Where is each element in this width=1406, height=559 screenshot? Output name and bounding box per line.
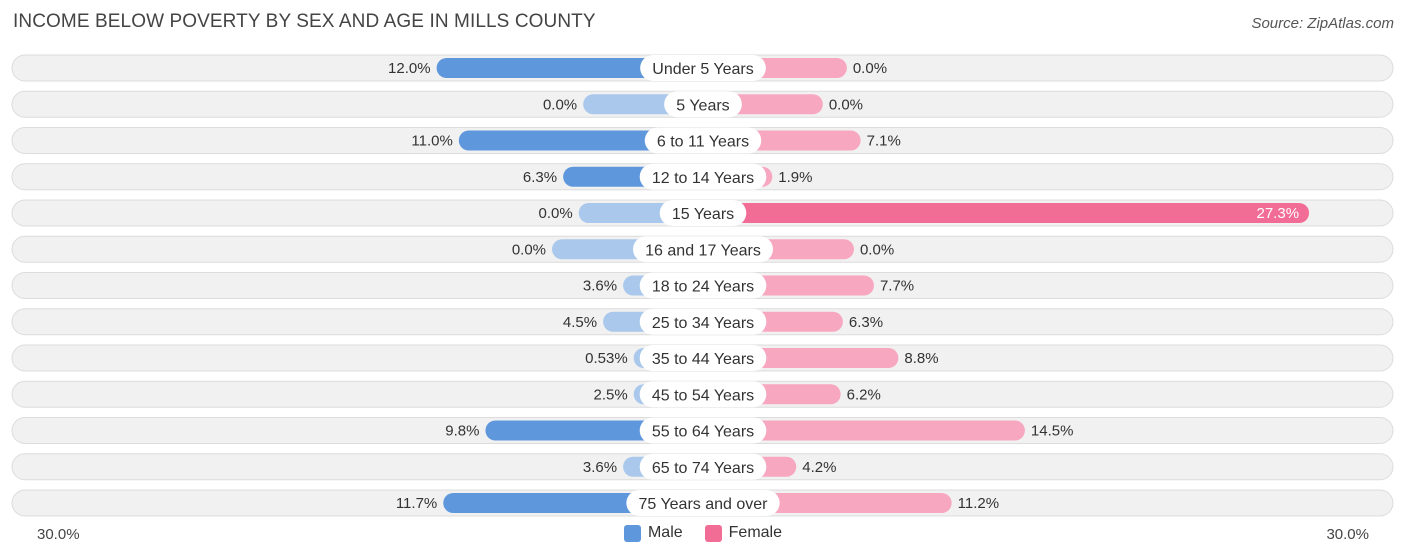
category-label: 35 to 44 Years [652, 351, 754, 368]
bar-female [703, 203, 1310, 223]
legend-swatch-female [704, 524, 722, 542]
category-label: 12 to 14 Years [652, 170, 754, 187]
value-label-male: 0.53% [585, 350, 628, 367]
category-pill [639, 163, 767, 190]
category-label: 65 to 74 Years [652, 460, 754, 477]
axis-label-left: 30.0% [37, 526, 80, 543]
source-credit: Source: ZipAtlas.com [1251, 15, 1394, 32]
category-pill [640, 55, 766, 81]
value-label-female: 0.0% [860, 241, 894, 258]
legend-item-male[interactable]: Male [623, 524, 683, 542]
value-label-female: 27.3% [1257, 205, 1300, 222]
category-pill [639, 453, 767, 480]
value-label-female: 4.2% [802, 459, 836, 476]
value-label-female: 8.8% [904, 350, 938, 367]
value-label-female: 14.5% [1031, 423, 1074, 440]
chart-rows: 12.0% 0.0% Under 5 Years 0.0% 0.0% 5 Years 11.… [11, 54, 1394, 517]
bar-male [436, 58, 703, 78]
legend-label-female: Female [728, 524, 783, 541]
category-pill [633, 236, 773, 263]
category-label: 16 and 17 Years [645, 242, 761, 259]
category-label: 55 to 64 Years [652, 424, 754, 441]
category-label: 15 Years [672, 206, 734, 223]
legend-swatch-male [623, 524, 641, 542]
value-label-female: 6.3% [849, 314, 883, 331]
category-label: 25 to 34 Years [652, 315, 754, 332]
value-label-male: 12.0% [388, 60, 431, 77]
chart-title: INCOME BELOW POVERTY BY SEX AND AGE IN M… [13, 11, 596, 32]
category-pill [626, 490, 780, 516]
value-label-female: 6.2% [847, 386, 881, 403]
value-label-male: 11.7% [396, 495, 437, 512]
value-label-female: 7.1% [867, 133, 901, 150]
category-pill [664, 91, 742, 118]
value-label-male: 0.0% [543, 96, 577, 113]
legend-label-male: Male [647, 524, 683, 541]
value-label-male: 4.5% [563, 314, 597, 331]
value-label-male: 11.0% [411, 133, 452, 150]
value-label-male: 0.0% [512, 241, 546, 258]
value-label-female: 7.7% [880, 278, 914, 295]
category-label: 6 to 11 Years [657, 134, 749, 151]
value-label-male: 9.8% [445, 423, 479, 440]
category-pill [639, 345, 767, 371]
value-label-male: 3.6% [583, 459, 617, 476]
category-pill [644, 127, 762, 154]
axis-label-right: 30.0% [1326, 526, 1369, 543]
diverging-bar-chart: 12.0% 0.0% Under 5 Years 0.0% 0.0% 5 Years 11.… [11, 54, 1394, 517]
category-label: Under 5 Years [652, 61, 753, 78]
value-label-female: 0.0% [853, 60, 887, 77]
value-label-female: 11.2% [958, 495, 999, 512]
category-pill [639, 381, 767, 408]
category-label: 5 Years [676, 97, 729, 114]
category-pill [639, 417, 767, 444]
bar-female [703, 420, 1025, 441]
category-label: 75 Years and over [639, 496, 769, 513]
value-label-male: 3.6% [583, 278, 617, 295]
value-label-female: 1.9% [778, 169, 812, 186]
legend-item-female[interactable]: Female [704, 524, 783, 542]
value-label-male: 0.0% [539, 205, 573, 222]
category-pill [639, 272, 767, 299]
legend: Male Female [0, 524, 1406, 542]
bar-male [458, 130, 703, 151]
category-pill [659, 200, 747, 226]
category-label: 45 to 54 Years [652, 387, 754, 404]
value-label-male: 6.3% [523, 169, 557, 186]
value-label-male: 2.5% [593, 386, 627, 403]
category-label: 18 to 24 Years [652, 279, 754, 296]
value-label-female: 0.0% [829, 96, 863, 113]
category-pill [639, 308, 767, 335]
